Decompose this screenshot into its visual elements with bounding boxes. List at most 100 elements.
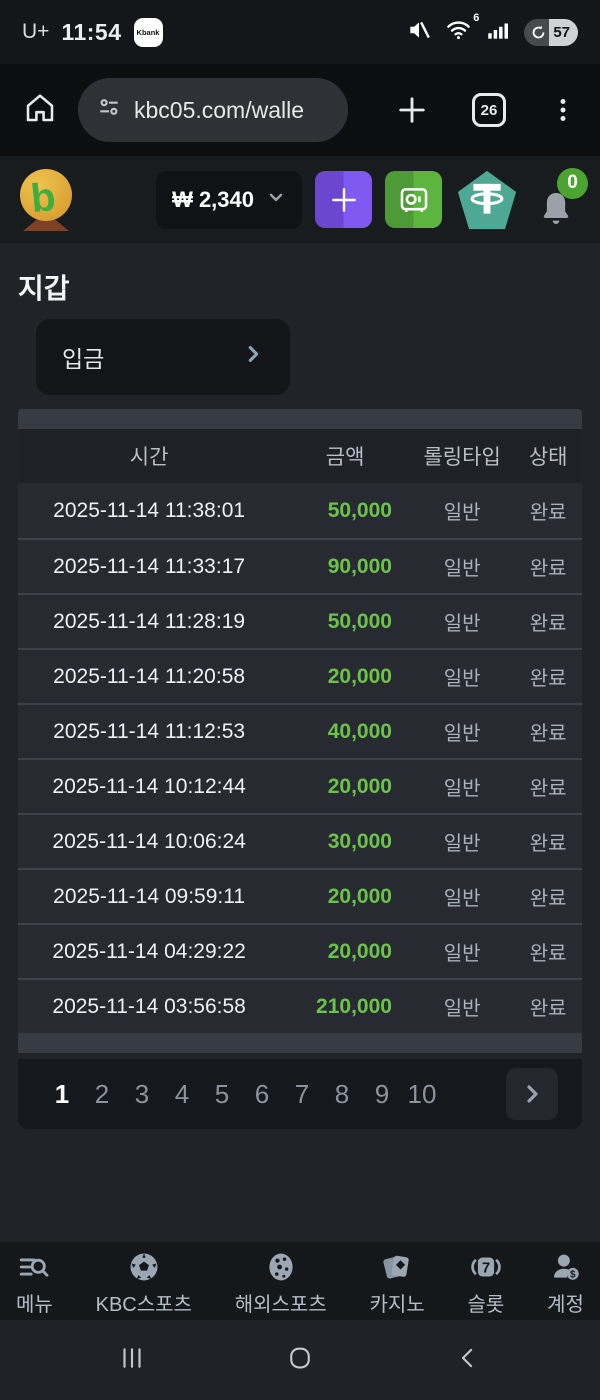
back-button[interactable] <box>453 1343 483 1378</box>
nav-item-menu[interactable]: 메뉴 <box>16 1250 53 1320</box>
new-tab-icon[interactable] <box>394 92 430 128</box>
table-scrollbar-bottom[interactable] <box>18 1033 582 1053</box>
cell-rolling: 일반 <box>443 502 481 524</box>
balance-amount: ₩ 2,340 <box>172 186 254 212</box>
home-button[interactable] <box>285 1343 315 1378</box>
page-number[interactable]: 2 <box>94 1078 110 1109</box>
cell-status: 완료 <box>529 998 567 1020</box>
url-text: kbc05.com/walle <box>134 96 305 123</box>
cell-amount: 50,000 <box>327 609 392 633</box>
pagination-bar: 1 2 3 4 5 6 7 8 9 10 <box>18 1059 582 1129</box>
nav-item-overseas-sports[interactable]: 해외스포츠 <box>235 1250 327 1320</box>
wifi-icon: 6 <box>445 12 479 48</box>
page-number[interactable]: 7 <box>294 1078 310 1109</box>
plus-icon <box>331 187 356 212</box>
cell-time: 2025-11-14 09:59:11 <box>53 884 246 908</box>
cell-amount: 90,000 <box>327 554 392 578</box>
cell-amount: 20,000 <box>327 884 392 908</box>
table-header-row: 시간 금액 롤링타입 상태 <box>18 429 582 483</box>
header-rolling: 롤링타입 <box>423 446 501 469</box>
android-navigation-bar <box>0 1320 600 1400</box>
table-row: 2025-11-14 11:20:58 20,000 일반 완료 <box>18 648 582 703</box>
page-number[interactable]: 9 <box>374 1078 390 1109</box>
nav-item-casino[interactable]: 카지노 <box>370 1250 425 1320</box>
nav-label: 카지노 <box>369 1294 425 1316</box>
table-row: 2025-11-14 11:12:53 40,000 일반 완료 <box>18 703 582 758</box>
cell-rolling: 일반 <box>443 943 481 965</box>
account-dollar-icon: $ <box>553 1254 579 1280</box>
tether-button[interactable] <box>455 168 519 232</box>
nav-item-slots[interactable]: 7 슬롯 <box>467 1250 505 1320</box>
table-row: 2025-11-14 11:33:17 90,000 일반 완료 <box>18 538 582 593</box>
signal-icon <box>485 17 511 48</box>
battery-percent: 57 <box>549 18 578 46</box>
deposit-button[interactable]: 입금 <box>36 319 290 395</box>
cell-time: 2025-11-14 11:28:19 <box>53 609 246 633</box>
logo-ball <box>20 168 72 221</box>
cell-status: 완료 <box>529 778 567 800</box>
vault-button[interactable] <box>385 171 442 228</box>
nav-item-account[interactable]: $ 계정 <box>547 1250 584 1320</box>
site-logo[interactable]: b <box>14 168 78 232</box>
tab-count: 26 <box>472 93 506 127</box>
status-clock: 11:54 <box>61 18 122 45</box>
header-time: 시간 <box>129 446 169 469</box>
notifications-button[interactable]: 0 <box>532 167 588 230</box>
cell-status: 완료 <box>529 613 567 635</box>
home-icon[interactable] <box>22 90 58 131</box>
browser-menu-icon[interactable] <box>548 95 578 125</box>
page-number[interactable]: 5 <box>214 1078 230 1109</box>
cell-amount: 50,000 <box>327 498 392 522</box>
header-status: 상태 <box>528 446 568 469</box>
nav-label: 슬롯 <box>467 1294 505 1316</box>
carrier-label: U+ <box>22 20 50 43</box>
deposit-plus-button[interactable] <box>315 171 372 228</box>
wallet-page: 지갑 입금 시간 금액 롤링타입 상태 2025-11-14 11:38:01 … <box>0 243 600 1242</box>
page-number[interactable]: 6 <box>254 1078 270 1109</box>
cell-time: 2025-11-14 04:29:22 <box>52 939 246 963</box>
battery-icon: 57 <box>524 18 578 46</box>
logo-letter: b <box>28 174 58 221</box>
cards-icon <box>383 1255 409 1279</box>
recents-button[interactable] <box>117 1343 147 1378</box>
cell-status: 완료 <box>529 833 567 855</box>
tab-switcher-button[interactable]: 26 <box>472 93 506 127</box>
site-header: b ₩ 2,340 0 <box>0 156 600 243</box>
cell-rolling: 일반 <box>443 613 481 635</box>
cell-status: 완료 <box>529 888 567 910</box>
cell-status: 완료 <box>529 943 567 965</box>
nav-label: 해외스포츠 <box>234 1294 327 1316</box>
cell-rolling: 일반 <box>443 833 481 855</box>
cell-time: 2025-11-14 11:20:58 <box>53 664 246 688</box>
page-number[interactable]: 8 <box>334 1078 350 1109</box>
slot-seven-icon: 7 <box>471 1257 501 1277</box>
bell-icon <box>543 192 569 224</box>
page-number[interactable]: 4 <box>174 1078 190 1109</box>
cell-time: 2025-11-14 11:12:53 <box>53 719 246 743</box>
cell-status: 완료 <box>529 723 567 745</box>
spotted-ball-icon <box>269 1253 293 1281</box>
nav-item-kbc-sports[interactable]: KBC스포츠 <box>96 1250 192 1320</box>
site-settings-icon <box>96 94 122 126</box>
balance-dropdown[interactable]: ₩ 2,340 <box>156 170 302 229</box>
kbank-notification-icon: Kbank <box>133 17 163 47</box>
nav-label: 계정 <box>547 1294 584 1316</box>
nav-label: 메뉴 <box>16 1294 53 1316</box>
table-row: 2025-11-14 11:28:19 50,000 일반 완료 <box>18 593 582 648</box>
url-bar[interactable]: kbc05.com/walle <box>78 78 348 142</box>
page-number[interactable]: 10 <box>407 1078 437 1109</box>
cell-time: 2025-11-14 10:06:24 <box>52 829 246 853</box>
table-row: 2025-11-14 03:56:58 210,000 일반 완료 <box>18 978 582 1033</box>
page-number[interactable]: 1 <box>54 1078 70 1109</box>
cell-amount: 20,000 <box>327 939 392 963</box>
cell-amount: 30,000 <box>327 829 392 853</box>
mute-icon <box>406 17 432 48</box>
table-scrollbar-top[interactable] <box>18 409 582 429</box>
cell-amount: 40,000 <box>327 719 392 743</box>
page-number[interactable]: 3 <box>134 1078 150 1109</box>
cell-rolling: 일반 <box>443 558 481 580</box>
bottom-nav: 메뉴 KBC스포츠 해외스포츠 카지노 7 슬롯 $ 계정 <box>0 1242 600 1320</box>
next-page-button[interactable] <box>506 1068 558 1120</box>
cell-time: 2025-11-14 03:56:58 <box>52 994 246 1018</box>
